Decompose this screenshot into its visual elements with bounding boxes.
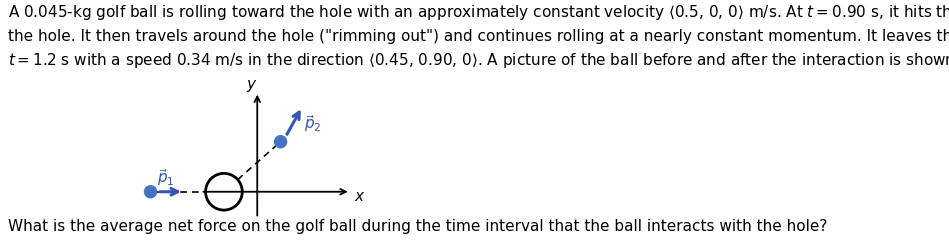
Text: What is the average net force on the golf ball during the time interval that the: What is the average net force on the gol…	[8, 218, 827, 233]
Text: $\vec{p}_2$: $\vec{p}_2$	[304, 112, 322, 133]
Text: $y$: $y$	[247, 78, 258, 94]
Text: $\vec{p}_1$: $\vec{p}_1$	[158, 167, 175, 188]
Circle shape	[144, 186, 157, 198]
Circle shape	[274, 136, 287, 148]
Text: $x$: $x$	[354, 188, 365, 203]
Text: A 0.045-kg golf ball is rolling toward the hole with an approximately constant v: A 0.045-kg golf ball is rolling toward t…	[8, 3, 949, 70]
